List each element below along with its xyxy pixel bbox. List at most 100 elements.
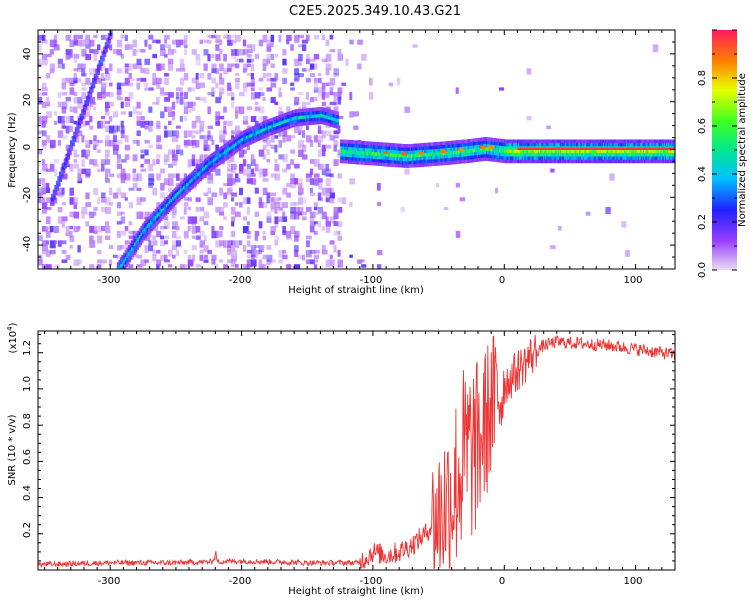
spectrogram-cell	[65, 96, 71, 102]
spectrogram-cell	[333, 68, 339, 76]
spectrogram-cell	[266, 53, 271, 59]
spectrogram-cell	[199, 206, 205, 212]
spectrogram-cell	[135, 243, 139, 247]
spectrogram-cell	[353, 125, 359, 130]
spectrogram-cell	[160, 192, 166, 199]
spectrogram-cell	[325, 63, 332, 71]
spectrogram-cell	[85, 102, 89, 107]
spectrogram-cell	[164, 254, 168, 261]
spectrogram-cell	[274, 144, 278, 153]
spectrogram-cell	[135, 239, 139, 244]
spectrogram-cell	[156, 217, 160, 221]
spectrogram-cell	[179, 264, 186, 269]
spectrogram-cell	[179, 77, 184, 86]
spectrogram-cell	[329, 49, 336, 53]
spectrogram-cell	[278, 92, 283, 98]
spectrogram-cell	[175, 149, 180, 155]
spectrogram-cell	[262, 96, 266, 101]
spectrogram-cell	[124, 34, 128, 41]
spectrogram-cell	[223, 34, 229, 39]
spectrogram-cell	[168, 111, 174, 117]
spectrogram-cell	[172, 130, 177, 137]
bottom-yaxis-label: SNR (10 * v/v)	[7, 414, 18, 485]
spectrogram-cell	[219, 73, 223, 79]
snr-ticks	[38, 331, 676, 570]
spectrogram-cell	[101, 159, 106, 165]
spectrogram-cell	[51, 200, 55, 205]
spectrogram-cell	[127, 258, 131, 263]
spectrogram-cell	[124, 96, 131, 102]
spectrogram-cell	[89, 49, 95, 54]
spectrogram-cell	[77, 34, 83, 39]
spectrogram-cell	[199, 216, 205, 222]
spectrogram-cell	[128, 92, 134, 99]
spectrogram-cell	[321, 87, 326, 95]
spectrogram-cell	[480, 145, 486, 149]
spectrogram-cell	[179, 63, 185, 70]
spectrogram-cell	[191, 87, 196, 92]
spectrogram-cell	[215, 144, 219, 151]
spectrogram-cell	[376, 264, 382, 269]
spectrogram-cell	[191, 245, 197, 251]
spectrogram-cell	[179, 216, 185, 220]
spectrogram-cell	[286, 183, 292, 187]
spectrogram-cell	[309, 211, 316, 218]
spectrogram-cell	[61, 202, 66, 206]
spectrogram-cell	[219, 211, 225, 216]
spectrogram-cell	[167, 205, 171, 209]
spectrogram-cell	[144, 139, 150, 144]
spectrogram-cell	[321, 34, 326, 40]
spectrogram-cell	[286, 135, 292, 142]
spectrogram-cell	[101, 34, 107, 40]
spectrogram-cell	[132, 139, 139, 144]
spectrogram-cell	[250, 245, 256, 251]
spectrogram-cell	[302, 154, 308, 160]
spectrogram-cell	[124, 260, 128, 264]
spectrogram-cell	[108, 92, 114, 98]
spectrogram-cell	[73, 226, 80, 233]
spectrogram-cell	[116, 68, 123, 74]
spectrogram-cell	[73, 197, 78, 205]
spectrogram-cell	[333, 230, 338, 236]
spectrogram-cell	[41, 159, 46, 166]
spectrogram-cell	[290, 159, 294, 165]
spectrogram-cell	[262, 73, 267, 79]
spectrogram-cell	[239, 240, 243, 246]
spectrogram-cell	[242, 216, 247, 221]
spectrogram-cell	[235, 240, 240, 249]
spectrogram-cell	[116, 39, 123, 48]
spectrogram-cell	[183, 106, 189, 114]
spectrogram-cell	[321, 92, 326, 100]
spectrogram-cell	[207, 178, 214, 184]
spectrogram-cell	[61, 106, 67, 114]
spectrogram-cell	[108, 44, 113, 51]
spectrogram-cell	[112, 149, 119, 155]
spectrogram-cell	[61, 82, 67, 90]
spectrogram-cell	[199, 82, 205, 88]
spectrogram-cell	[89, 226, 95, 233]
spectrogram-cell	[65, 163, 70, 168]
spectrogram-cell	[89, 96, 95, 104]
spectrogram-cell	[625, 249, 630, 257]
spectrogram-cell	[197, 175, 201, 180]
spectrogram-cell	[52, 196, 56, 200]
spectrogram-cell	[105, 73, 111, 81]
spectrogram-cell	[93, 206, 98, 211]
spectrogram-cell	[321, 130, 326, 139]
spectrogram-cell	[298, 125, 303, 134]
spectrogram-cell	[227, 187, 233, 195]
spectrogram-cell	[183, 73, 189, 81]
spectrogram-cell	[412, 44, 418, 48]
spectrogram-cell	[211, 77, 216, 84]
spectrogram-cell	[183, 206, 187, 215]
spectrogram-cell	[294, 206, 300, 214]
bottom-ytick-label: 0.6	[22, 449, 33, 465]
spectrogram-cell	[172, 159, 178, 166]
spectrogram-cell	[156, 63, 162, 71]
spectrogram-ticks	[38, 29, 676, 270]
spectrogram-cell	[148, 120, 154, 126]
spectrogram-cell	[116, 139, 123, 145]
spectrogram-cell	[176, 195, 180, 199]
spectrogram-cell	[242, 87, 248, 92]
spectrogram-cell	[282, 135, 286, 143]
